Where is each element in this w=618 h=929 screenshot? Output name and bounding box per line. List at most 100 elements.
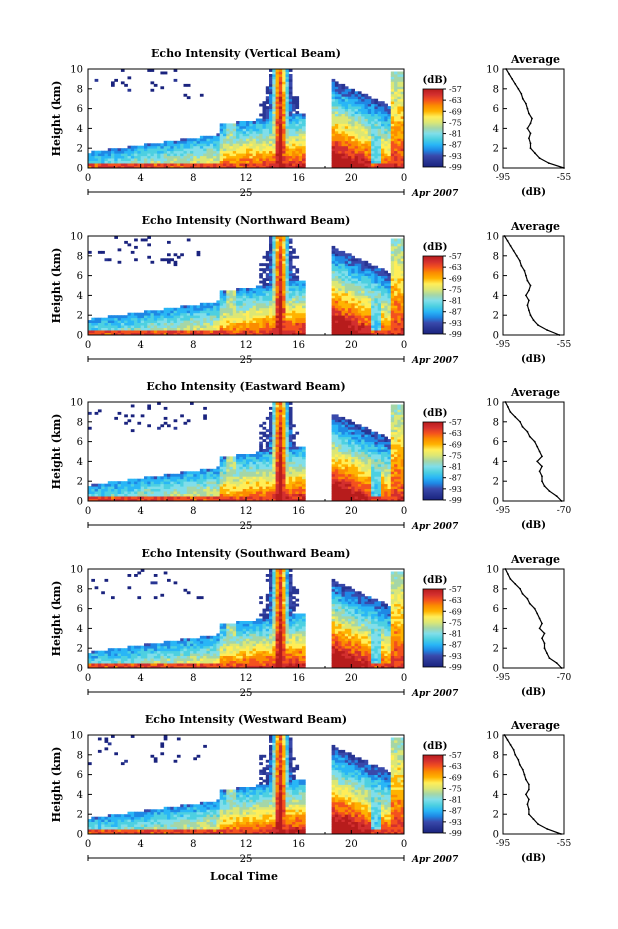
heatmap-cell xyxy=(302,297,306,301)
heatmap-cell xyxy=(334,158,339,161)
heatmap-cell xyxy=(351,88,355,92)
heatmap-cell xyxy=(394,86,398,90)
heatmap-cell xyxy=(196,145,201,149)
heatmap-cell xyxy=(255,491,260,494)
heatmap-cell xyxy=(295,133,300,137)
heatmap-cell xyxy=(269,81,273,85)
heatmap-cell xyxy=(292,461,296,465)
heatmap-cell xyxy=(367,302,372,306)
heatmap-cell xyxy=(272,81,276,85)
heatmap-cell xyxy=(331,325,336,328)
heatmap-cell xyxy=(269,101,273,105)
heatmap-cell xyxy=(213,307,217,311)
heatmap-cell xyxy=(186,330,191,333)
heatmap-cell xyxy=(288,275,293,279)
heatmap-cell xyxy=(374,265,379,269)
heatmap-cell xyxy=(334,163,339,166)
heatmap-cell xyxy=(153,143,158,147)
heatmap-cell xyxy=(246,155,250,159)
heatmap-cell xyxy=(111,155,115,159)
heatmap-cell xyxy=(183,93,188,97)
heatmap-cell xyxy=(262,449,267,452)
heatmap-cell xyxy=(288,125,293,129)
heatmap-cell xyxy=(331,116,336,119)
heatmap-cell xyxy=(199,486,204,489)
heatmap-cell xyxy=(249,305,253,309)
heatmap-cell xyxy=(278,426,283,430)
heatmap-cell xyxy=(341,295,346,299)
heatmap-cell xyxy=(252,310,257,314)
heatmap-cell xyxy=(223,476,227,480)
heatmap-cell xyxy=(364,125,369,129)
profile-point xyxy=(528,137,530,140)
heatmap-cell xyxy=(272,93,276,97)
heatmap-cell xyxy=(298,128,303,132)
heatmap-cell xyxy=(269,138,273,142)
heatmap-cell xyxy=(344,165,349,169)
heatmap-cell xyxy=(371,98,375,102)
heatmap-cell xyxy=(331,78,336,82)
heatmap-cell xyxy=(262,305,267,309)
heatmap-cell xyxy=(170,496,174,499)
heatmap-cell xyxy=(351,106,355,109)
heatmap-cell xyxy=(265,476,270,480)
heatmap-cell xyxy=(298,143,303,147)
heatmap-cell xyxy=(252,327,257,331)
heatmap-cell xyxy=(216,133,221,137)
heatmap-cell xyxy=(331,150,336,154)
heatmap-cell xyxy=(186,165,191,169)
heatmap-cell xyxy=(213,145,217,149)
heatmap-cell xyxy=(338,312,342,316)
heatmap-cell xyxy=(252,143,257,147)
heatmap-cell xyxy=(153,315,158,319)
heatmap-cell xyxy=(377,163,382,166)
heatmap-cell xyxy=(331,288,336,291)
date-month: Apr 2007 xyxy=(411,189,459,199)
heatmap-cell xyxy=(351,135,355,139)
heatmap-cell xyxy=(288,466,293,470)
heatmap-cell xyxy=(196,320,201,323)
heatmap-cell xyxy=(180,315,184,319)
heatmap-cell xyxy=(246,463,250,467)
heatmap-cell xyxy=(272,265,276,269)
heatmap-cell xyxy=(390,78,395,82)
heatmap-cell xyxy=(242,325,247,328)
heatmap-cell xyxy=(371,103,375,107)
heatmap-cell xyxy=(269,466,273,470)
heatmap-cell xyxy=(288,81,293,85)
heatmap-cell xyxy=(265,150,270,154)
heatmap-cell xyxy=(232,325,237,328)
heatmap-cell xyxy=(213,138,217,142)
heatmap-cell xyxy=(334,121,339,124)
heatmap-cell xyxy=(134,163,138,166)
heatmap-cell xyxy=(236,496,240,499)
heatmap-cell xyxy=(394,98,398,102)
heatmap-cell xyxy=(226,458,230,462)
heatmap-cell xyxy=(137,332,142,336)
heatmap-cell xyxy=(249,498,253,502)
heatmap-cell xyxy=(219,150,224,154)
heatmap-cell xyxy=(173,312,178,316)
heatmap-cell xyxy=(344,325,349,328)
heatmap-cell xyxy=(288,488,293,492)
heatmap-cell xyxy=(255,322,260,326)
heatmap-cell xyxy=(269,419,273,423)
heatmap-cell xyxy=(193,138,197,142)
heatmap-cell xyxy=(216,145,221,149)
heatmap-cell xyxy=(206,315,211,319)
heatmap-cell xyxy=(246,496,250,499)
heatmap-cell xyxy=(206,163,211,166)
heatmap-cell xyxy=(338,310,342,314)
heatmap-cell xyxy=(186,148,191,152)
heatmap-cell xyxy=(377,332,382,336)
heatmap-cell xyxy=(278,325,283,328)
heatmap-cell xyxy=(239,317,244,321)
heatmap-cell xyxy=(275,444,280,447)
heatmap-cell xyxy=(334,488,339,492)
heatmap-cell xyxy=(390,245,395,249)
heatmap-cell xyxy=(285,273,290,276)
colorbar-tick-label: -75 xyxy=(449,285,462,294)
heatmap-cell xyxy=(153,83,158,87)
heatmap-cell xyxy=(364,322,369,326)
heatmap-cell xyxy=(180,165,184,169)
